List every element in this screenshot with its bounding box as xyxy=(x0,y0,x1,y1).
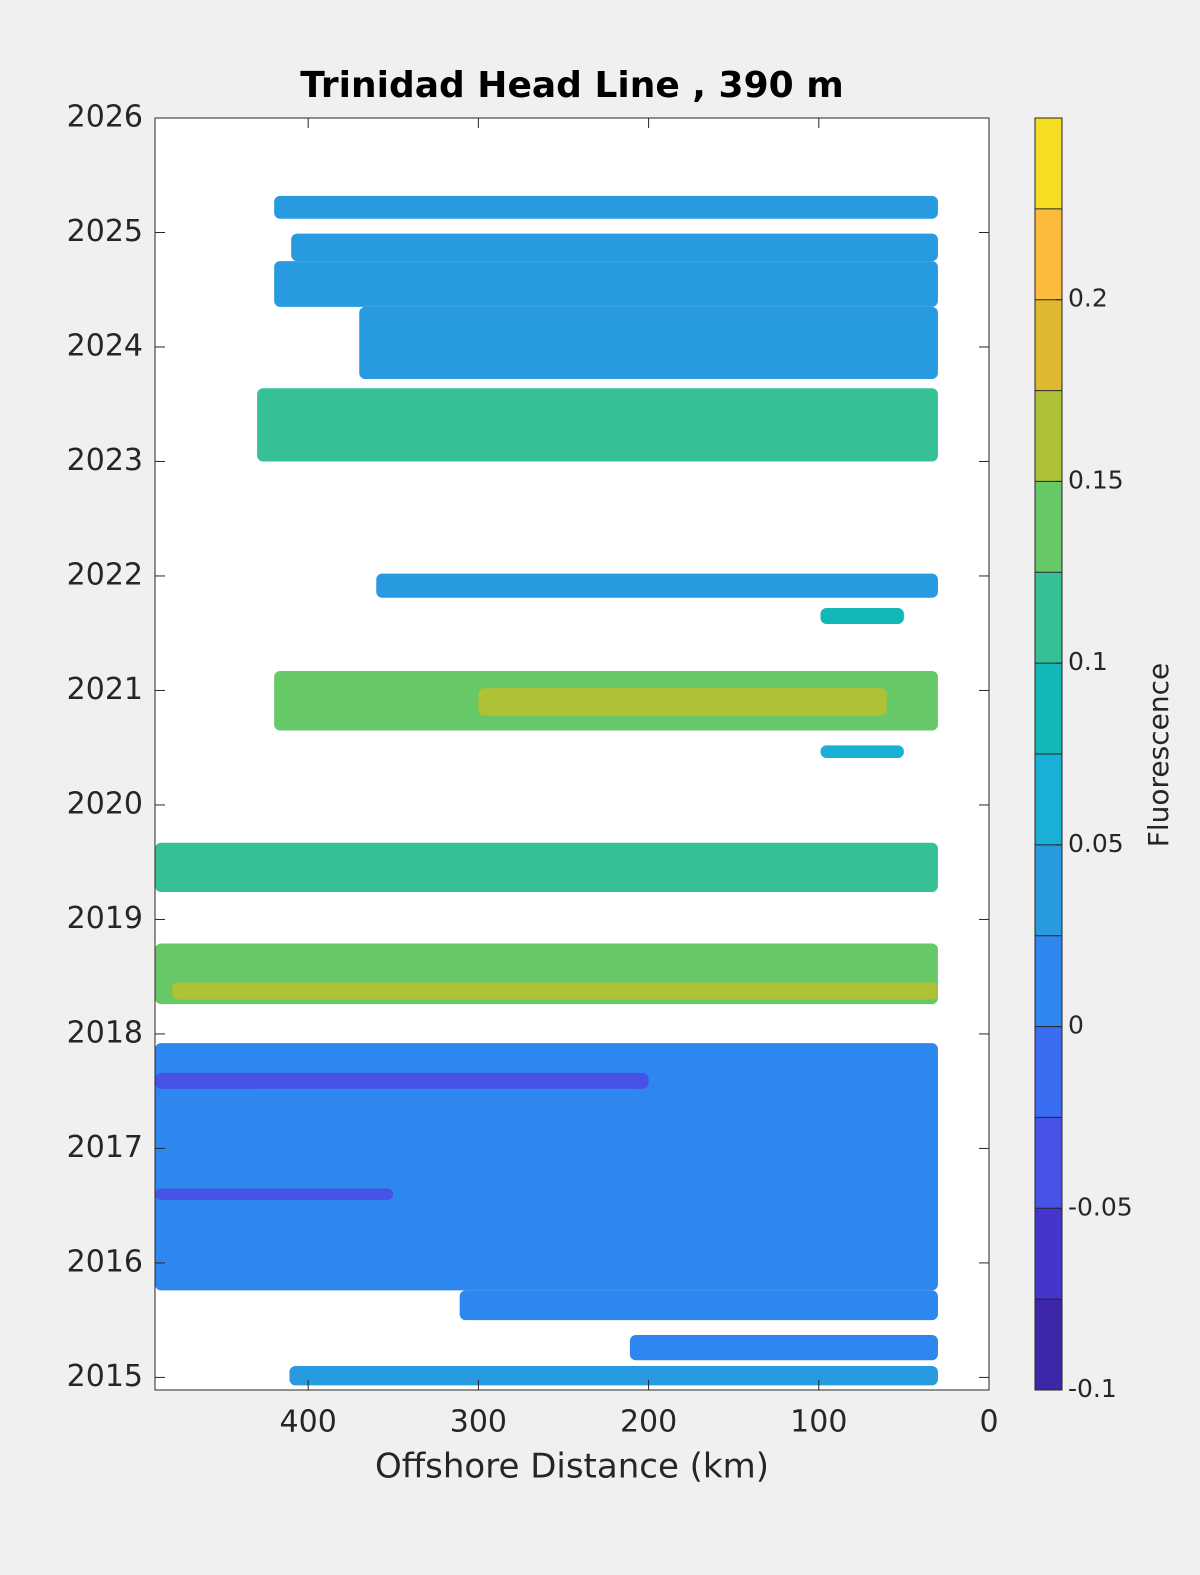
colorbar-swatch xyxy=(1035,1026,1062,1118)
colorbar-swatch xyxy=(1035,390,1062,482)
y-tick-label: 2020 xyxy=(67,786,143,821)
colorbar-swatch xyxy=(1035,663,1062,754)
contour-region xyxy=(820,745,904,759)
contour-region xyxy=(274,261,938,307)
colorbar-swatch xyxy=(1035,572,1062,664)
contour-region xyxy=(257,388,938,462)
contour-region xyxy=(289,1365,938,1386)
colorbar-tick-label: 0.2 xyxy=(1068,284,1108,313)
contour-region xyxy=(155,1072,649,1089)
contour-region xyxy=(459,1290,938,1321)
colorbar-tick-label: -0.1 xyxy=(1068,1374,1117,1403)
y-tick-label: 2016 xyxy=(67,1244,143,1279)
contour-region xyxy=(820,608,904,625)
y-tick-label: 2017 xyxy=(67,1130,143,1165)
contour-region xyxy=(478,688,887,716)
colorbar-frame xyxy=(1034,117,1063,1391)
colorbar-swatch xyxy=(1035,844,1062,936)
x-tick-label: 400 xyxy=(280,1405,337,1440)
y-tick-label: 2018 xyxy=(67,1015,143,1050)
colorbar-swatch xyxy=(1035,118,1062,209)
x-tick-label: 0 xyxy=(979,1405,998,1440)
contour-region xyxy=(291,233,938,262)
colorbar-tick-label: 0.15 xyxy=(1068,465,1124,494)
colorbar-swatch xyxy=(1035,1117,1062,1209)
y-tick-label: 2024 xyxy=(67,328,143,363)
y-tick-label: 2019 xyxy=(67,901,143,936)
colorbar-tick-label: 0.05 xyxy=(1068,829,1124,858)
colorbar-tick-label: 0 xyxy=(1068,1011,1084,1040)
colorbar-swatch xyxy=(1035,481,1062,573)
colorbar-swatch xyxy=(1035,935,1062,1027)
y-tick-label: 2026 xyxy=(67,100,143,135)
x-axis-label: Offshore Distance (km) xyxy=(375,1447,769,1487)
y-tick-label: 2021 xyxy=(67,672,143,707)
colorbar-tick-label: 0.1 xyxy=(1068,647,1108,676)
colorbar-swatch xyxy=(1035,208,1062,300)
contour-region xyxy=(155,1043,938,1291)
colorbar-swatch xyxy=(1035,1299,1062,1390)
x-tick-label: 100 xyxy=(790,1405,847,1440)
chart-title: Trinidad Head Line , 390 m xyxy=(300,65,843,106)
plot-frame xyxy=(154,117,990,1391)
colorbar-swatch xyxy=(1035,299,1062,391)
x-tick-label: 300 xyxy=(450,1405,507,1440)
contour-region xyxy=(359,306,938,380)
contour-region xyxy=(155,842,938,892)
contour-region xyxy=(274,195,938,219)
y-tick-label: 2015 xyxy=(67,1359,143,1394)
colorbar-label: Fluorescence xyxy=(1142,663,1175,847)
x-tick-label: 200 xyxy=(620,1405,677,1440)
contour-region xyxy=(172,982,938,1000)
colorbar-tick-label: -0.05 xyxy=(1068,1192,1133,1221)
y-tick-label: 2023 xyxy=(67,443,143,478)
contour-region xyxy=(155,1188,394,1200)
colorbar-swatch xyxy=(1035,754,1062,845)
contour-region xyxy=(376,573,938,598)
contour-region xyxy=(629,1335,938,1361)
y-tick-label: 2022 xyxy=(67,557,143,592)
colorbar-swatch xyxy=(1035,1208,1062,1300)
y-tick-label: 2025 xyxy=(67,214,143,249)
